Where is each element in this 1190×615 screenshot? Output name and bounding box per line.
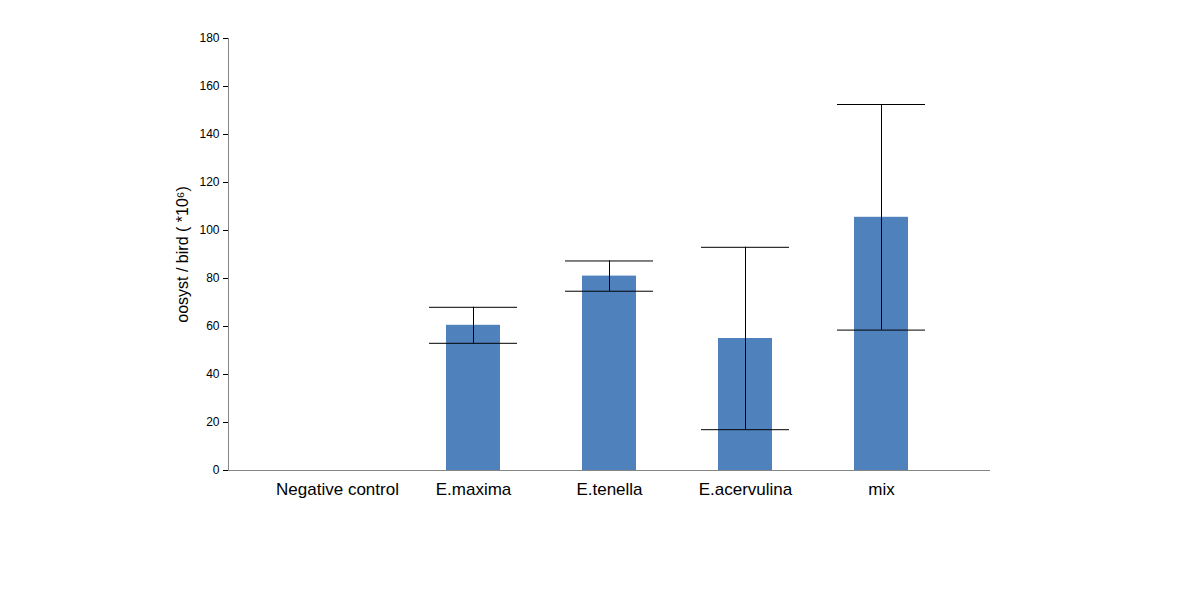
svg-text:80: 80	[206, 271, 220, 285]
svg-text:60: 60	[206, 319, 220, 333]
svg-text:E.tenella: E.tenella	[576, 480, 643, 499]
svg-text:120: 120	[199, 175, 219, 189]
svg-text:E.maxima: E.maxima	[436, 480, 512, 499]
svg-text:E.acervulina: E.acervulina	[699, 480, 793, 499]
svg-text:40: 40	[206, 367, 220, 381]
svg-text:180: 180	[199, 31, 219, 45]
svg-text:100: 100	[199, 223, 219, 237]
svg-text:Negative control: Negative control	[276, 480, 399, 499]
svg-text:mix: mix	[868, 480, 895, 499]
svg-text:oosyst / bird ( *10⁶): oosyst / bird ( *10⁶)	[174, 186, 191, 322]
svg-text:0: 0	[213, 463, 220, 477]
svg-text:20: 20	[206, 415, 220, 429]
svg-text:160: 160	[199, 79, 219, 93]
svg-text:140: 140	[199, 127, 219, 141]
